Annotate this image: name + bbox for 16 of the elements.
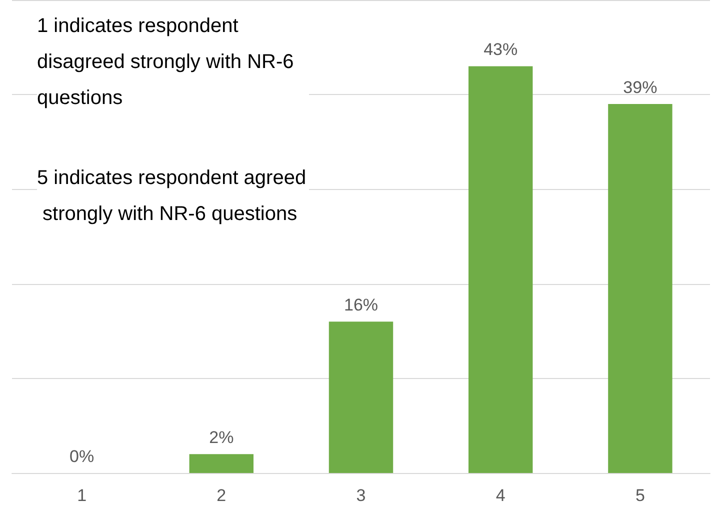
data-label: 2% — [209, 428, 234, 448]
data-label: 39% — [623, 78, 658, 98]
annotation: 5 indicates respondent agreed strongly with NR-6 questions — [37, 167, 306, 225]
annotation: 1 indicates respondent disagreed strongly with NR-6 questions — [37, 15, 300, 109]
data-label: 0% — [70, 447, 94, 466]
data-label: 43% — [484, 40, 518, 60]
x-tick-label: 4 — [496, 486, 506, 505]
x-tick-label: 5 — [635, 486, 645, 505]
x-tick-label: 2 — [216, 486, 226, 505]
x-tick-label: 1 — [77, 486, 87, 505]
bar — [328, 322, 394, 473]
bar — [608, 104, 672, 473]
data-label: 16% — [344, 296, 378, 315]
bar — [468, 66, 533, 473]
bar — [189, 454, 254, 473]
x-tick-label: 3 — [356, 486, 366, 505]
